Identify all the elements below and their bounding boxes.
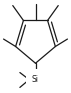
Text: Si: Si	[32, 75, 39, 84]
Text: Cl: Cl	[38, 76, 45, 82]
